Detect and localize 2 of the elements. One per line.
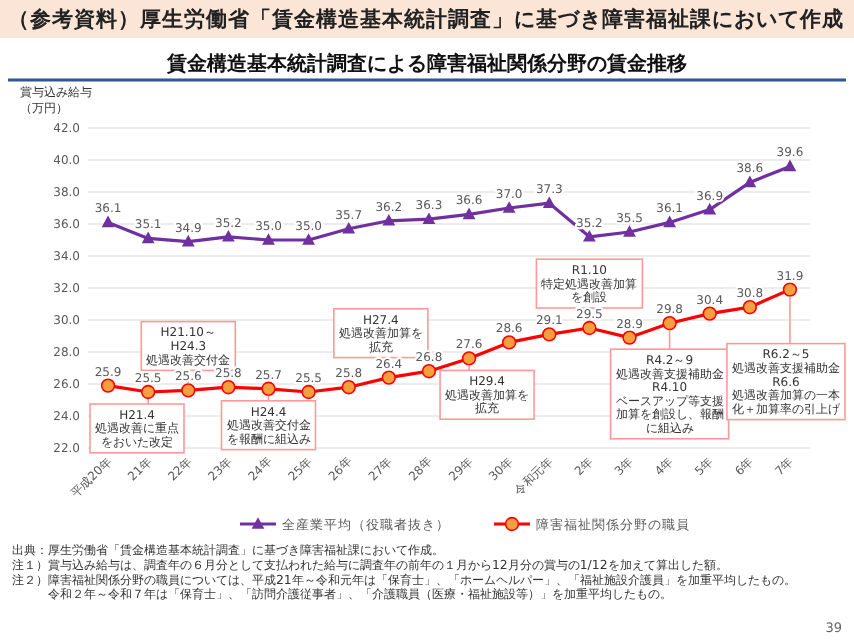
chart-subtitle: （参考資料）厚生労働省「賃金構造基本統計調査」に基づき障害福祉課において作成 bbox=[8, 6, 844, 32]
chart-title: 賃金構造基本統計調査による障害福祉関係分野の賃金推移 bbox=[165, 52, 687, 76]
